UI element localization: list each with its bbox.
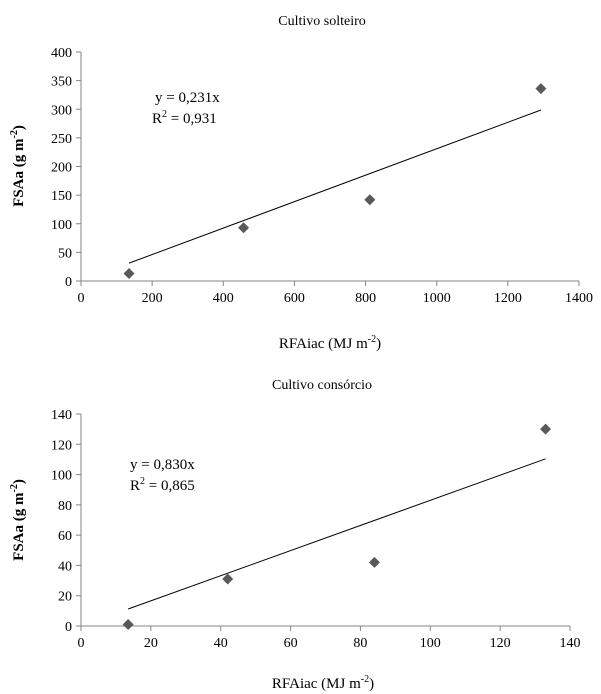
y-tick-label: 40 <box>58 559 72 574</box>
chart-title: Cultivo consórcio <box>272 378 372 393</box>
x-tick-label: 20 <box>144 636 158 651</box>
chart-cultivo-solteiro: Cultivo solteiro 0 50 100 150 200 250 300 350 40… <box>9 14 593 352</box>
x-tick-label: 100 <box>420 636 441 651</box>
y-tick-label: 140 <box>51 408 72 423</box>
y-tick-label: 0 <box>65 620 72 635</box>
y-tick-label: 200 <box>51 161 72 176</box>
y-tick-label: 100 <box>51 469 72 484</box>
chart-cultivo-consorcio: Cultivo consórcio 0 20 40 60 80 100 120 140 0 20… <box>9 378 581 692</box>
data-point <box>123 268 135 280</box>
x-tick-label: 200 <box>142 291 163 306</box>
x-tick-label: 600 <box>284 291 305 306</box>
y-tick-label: 80 <box>58 499 72 514</box>
x-tick-label: 400 <box>213 291 234 306</box>
x-tick-label: 80 <box>353 636 367 651</box>
y-axis-label: FSAa (g m-2) <box>9 125 27 207</box>
y-axis-label: FSAa (g m-2) <box>9 479 27 561</box>
y-tick-label: 20 <box>58 590 72 605</box>
y-axis: 0 50 100 150 200 250 300 350 400 <box>51 46 82 290</box>
y-tick-label: 250 <box>51 132 72 147</box>
data-point <box>540 423 552 435</box>
y-tick-label: 0 <box>65 275 72 290</box>
y-tick-label: 400 <box>51 46 72 61</box>
y-tick-label: 300 <box>51 103 72 118</box>
x-tick-label: 0 <box>78 291 85 306</box>
trendline-equation: y = 0,231x <box>155 90 220 106</box>
data-point <box>364 194 376 206</box>
x-axis: 0 20 40 60 80 100 120 140 <box>78 625 581 651</box>
x-tick-label: 1000 <box>423 291 451 306</box>
data-point <box>122 618 134 630</box>
y-tick-label: 150 <box>51 189 72 204</box>
data-point <box>535 83 547 95</box>
trendline-equation: y = 0,830x <box>130 457 195 473</box>
x-axis-label: RFAiac (MJ m-2) <box>272 674 374 692</box>
y-axis: 0 20 40 60 80 100 120 140 <box>51 408 82 635</box>
y-tick-label: 350 <box>51 75 72 90</box>
trendline <box>127 458 546 610</box>
y-tick-label: 50 <box>58 246 72 261</box>
y-tick-label: 100 <box>51 218 72 233</box>
x-tick-label: 40 <box>214 636 228 651</box>
data-point <box>368 556 380 568</box>
x-tick-label: 1400 <box>565 291 593 306</box>
r-squared-label: R2 = 0,865 <box>130 476 195 494</box>
x-tick-label: 140 <box>560 636 581 651</box>
data-point <box>222 573 234 585</box>
data-point <box>238 222 250 234</box>
y-tick-label: 120 <box>51 438 72 453</box>
trendline <box>128 109 542 264</box>
r-squared-label: R2 = 0,931 <box>152 109 217 127</box>
x-tick-label: 120 <box>490 636 511 651</box>
x-tick-label: 800 <box>355 291 376 306</box>
x-axis: 0 200 400 600 800 1000 1200 1400 <box>78 280 593 306</box>
x-axis-label: RFAiac (MJ m-2) <box>279 334 381 352</box>
x-tick-label: 0 <box>78 636 85 651</box>
x-tick-label: 1200 <box>494 291 522 306</box>
chart-title: Cultivo solteiro <box>278 14 366 29</box>
x-tick-label: 60 <box>284 636 298 651</box>
y-tick-label: 60 <box>58 529 72 544</box>
